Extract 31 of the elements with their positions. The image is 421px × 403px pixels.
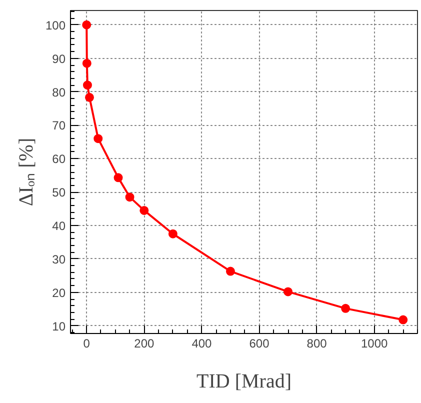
- y-tick-label: 80: [52, 85, 66, 100]
- point: [140, 206, 149, 215]
- point: [82, 80, 92, 90]
- point: [226, 266, 235, 276]
- y-tick-label: 100: [45, 18, 66, 32]
- y-tick-label: 70: [52, 118, 66, 133]
- point: [82, 58, 92, 68]
- x-tick-label: 600: [249, 336, 270, 350]
- x-tick-label: 200: [134, 336, 154, 350]
- y-tick-label: 40: [52, 219, 66, 233]
- x-axis-title: TID [Mrad]: [196, 370, 292, 392]
- x-tick-label: 800: [306, 336, 328, 350]
- point: [114, 173, 123, 182]
- y-tick-label: 50: [52, 186, 66, 200]
- point: [284, 287, 293, 296]
- x-tick-label: 400: [192, 336, 212, 350]
- point: [82, 20, 92, 30]
- point: [341, 304, 350, 313]
- x-tick-label: 1000: [360, 336, 388, 350]
- point: [168, 229, 178, 238]
- point: [398, 315, 408, 324]
- point: [94, 134, 103, 144]
- y-axis-title: ΔIₒₙ [%]: [15, 138, 38, 206]
- y-tick-label: 90: [52, 52, 66, 66]
- x-tick-label: 0: [83, 336, 90, 350]
- y-tick-label: 60: [52, 152, 66, 166]
- point: [84, 92, 94, 102]
- point: [125, 192, 134, 202]
- y-tick-label: 20: [52, 286, 66, 300]
- y-tick-label: 30: [52, 252, 66, 266]
- y-tick-label: 10: [52, 319, 66, 334]
